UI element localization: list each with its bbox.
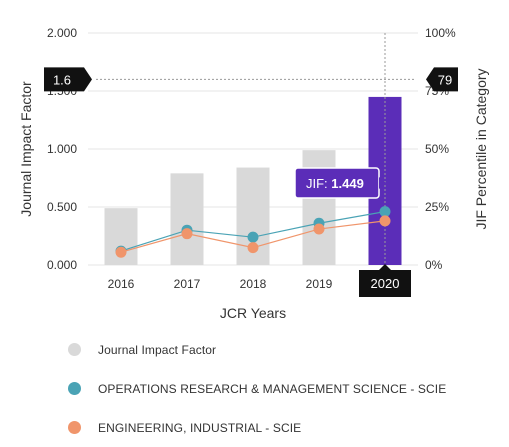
jif-tooltip-label: JIF: bbox=[306, 176, 331, 191]
x-axis-title: JCR Years bbox=[220, 305, 286, 321]
series-2-point-2019 bbox=[313, 223, 325, 235]
series-2-point-2020 bbox=[379, 215, 391, 227]
series-2-point-2016 bbox=[115, 246, 127, 258]
y-tick-label: 0.500 bbox=[47, 200, 77, 214]
selected-year-callout-pointer bbox=[379, 264, 391, 270]
bar-2017 bbox=[170, 173, 204, 265]
jif-chart: 0.0000.5001.0001.5002.0000%25%50%75%100%… bbox=[18, 26, 489, 321]
crosshair-y-callout bbox=[44, 67, 92, 92]
legend-item-engineering-industrial[interactable]: ENGINEERING, INDUSTRIAL - SCIE bbox=[68, 408, 498, 447]
crosshair-y2-callout bbox=[426, 67, 458, 92]
legend-swatch-jif bbox=[68, 343, 81, 356]
series-2-point-2017 bbox=[181, 228, 193, 240]
selected-year-callout bbox=[359, 270, 411, 297]
series-1-point-2018 bbox=[247, 231, 259, 243]
x-tick-label: 2019 bbox=[306, 277, 333, 291]
x-tick-label-selected: 2020 bbox=[371, 276, 400, 291]
y2-tick-label: 25% bbox=[425, 200, 449, 214]
legend-item-jif[interactable]: Journal Impact Factor bbox=[68, 330, 498, 369]
y2-tick-label: 100% bbox=[425, 26, 456, 40]
series-2-point-2018 bbox=[247, 242, 259, 254]
y-tick-label: 2.000 bbox=[47, 26, 77, 40]
legend-item-operations-research[interactable]: OPERATIONS RESEARCH & MANAGEMENT SCIENCE… bbox=[68, 369, 498, 408]
y2-axis-title: JIF Percentile in Category bbox=[473, 68, 489, 229]
x-tick-label: 2017 bbox=[174, 277, 201, 291]
legend: Journal Impact Factor OPERATIONS RESEARC… bbox=[68, 330, 498, 447]
legend-swatch-operations-research bbox=[68, 382, 81, 395]
y2-tick-label: 50% bbox=[425, 142, 449, 156]
jif-tooltip-value: 1.449 bbox=[331, 176, 364, 191]
y-axis-title: Journal Impact Factor bbox=[18, 81, 34, 217]
legend-label-engineering-industrial: ENGINEERING, INDUSTRIAL - SCIE bbox=[98, 420, 302, 435]
crosshair-y2-label: 79 bbox=[438, 72, 452, 87]
legend-swatch-engineering-industrial bbox=[68, 421, 81, 434]
legend-label-operations-research: OPERATIONS RESEARCH & MANAGEMENT SCIENCE… bbox=[98, 381, 447, 396]
x-tick-label: 2016 bbox=[108, 277, 135, 291]
y-tick-label: 1.000 bbox=[47, 142, 77, 156]
crosshair-y-label: 1.6 bbox=[53, 72, 71, 87]
jif-tooltip-text: JIF: 1.449 bbox=[306, 176, 364, 191]
y-tick-label: 0.000 bbox=[47, 258, 77, 272]
series-1-point-2020 bbox=[379, 206, 391, 218]
legend-label-jif: Journal Impact Factor bbox=[98, 342, 217, 357]
y2-tick-label: 0% bbox=[425, 258, 443, 272]
jif-tooltip-pointer bbox=[379, 177, 386, 189]
x-tick-label: 2018 bbox=[240, 277, 267, 291]
